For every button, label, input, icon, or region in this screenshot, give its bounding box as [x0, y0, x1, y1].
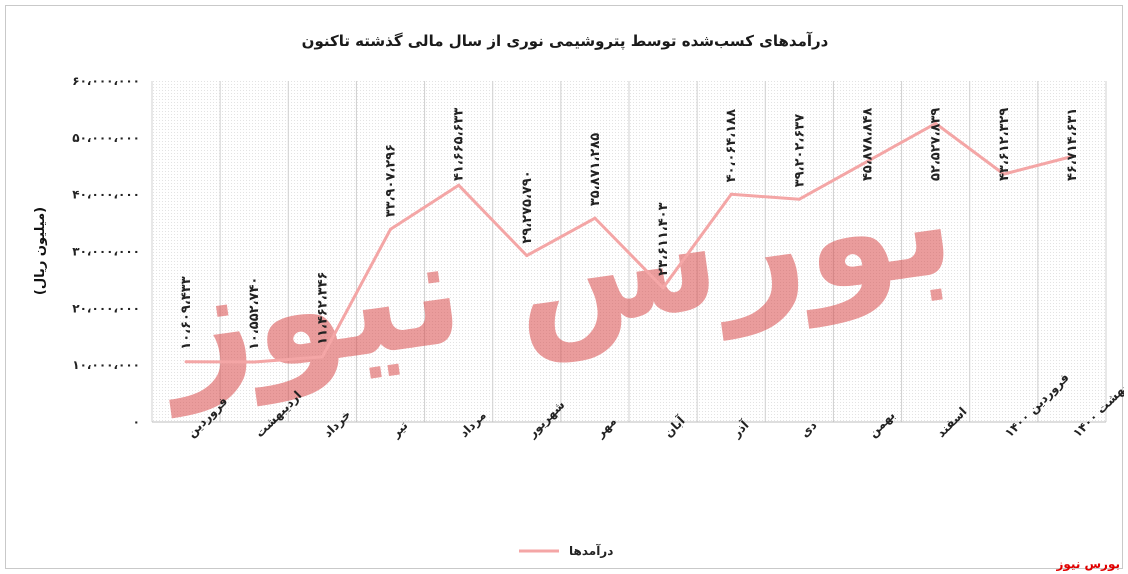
y-tick-label: ۳۰،۰۰۰،۰۰۰	[72, 245, 140, 259]
y-tick-label: ۴۰،۰۰۰،۰۰۰	[72, 188, 140, 202]
y-tick-label: ۵۰،۰۰۰،۰۰۰	[72, 131, 140, 145]
data-point	[320, 355, 324, 359]
legend-label: درآمدها	[569, 543, 613, 558]
data-label: ۱۱،۴۶۲،۳۴۶	[315, 271, 330, 344]
grid-lines	[151, 81, 1107, 423]
data-label: ۱۰،۵۵۲،۷۴۰	[247, 277, 262, 350]
data-point	[252, 360, 256, 364]
data-point	[457, 183, 461, 187]
data-point	[389, 227, 392, 231]
data-labels: ۱۰،۶۰۹،۴۳۳ ۱۰،۵۵۲،۷۴۰ ۱۱،۴۶۲،۳۴۶ ۳۳،۹۰۷،۲۹۶…	[179, 108, 1080, 350]
series-revenue	[184, 121, 1074, 364]
legend: درآمدها	[519, 543, 613, 558]
data-label: ۴۵،۸۷۸،۸۴۸	[861, 108, 876, 181]
data-point	[934, 121, 938, 125]
y-tick-label: ۱۰،۰۰۰،۰۰۰	[72, 358, 140, 372]
data-point	[593, 216, 597, 220]
data-point	[1002, 172, 1006, 176]
chart-frame: بورس نیوز درآمدهای کسب‌شده توسط پتروشیمی…	[5, 5, 1124, 569]
data-label: ۲۳،۶۱۱،۴۰۳	[656, 202, 671, 275]
data-point	[729, 192, 733, 196]
data-label: ۴۱،۶۶۵،۶۳۳	[452, 108, 467, 181]
y-tick-label: ۲۰،۰۰۰،۰۰۰	[72, 301, 140, 315]
data-label: ۲۹،۲۷۵،۷۹۰	[520, 170, 535, 243]
data-point	[661, 286, 665, 290]
data-point	[525, 254, 529, 258]
data-point	[797, 197, 801, 201]
data-label: ۳۵،۸۷۱،۲۸۵	[588, 133, 603, 206]
data-label: ۵۲،۵۲۷،۸۳۹	[929, 108, 944, 181]
y-tick-label: ۰	[133, 415, 140, 429]
data-label: ۴۳،۶۱۲،۳۲۹	[997, 108, 1012, 181]
source-tag: بورس نیوز	[1056, 557, 1120, 571]
data-label: ۳۳،۹۰۷،۲۹۶	[384, 144, 399, 217]
revenue-line-chart: بورس نیوز درآمدهای کسب‌شده توسط پتروشیمی…	[33, 32, 1124, 558]
y-axis-label: (میلیون ریال)	[33, 207, 48, 295]
data-point	[866, 159, 869, 163]
chart-title: درآمدهای کسب‌شده توسط پتروشیمی نوری از س…	[302, 32, 829, 51]
data-point	[184, 360, 188, 364]
data-label: ۴۰،۰۶۴،۱۸۸	[724, 109, 739, 182]
y-axis-ticks: ۰ ۱۰،۰۰۰،۰۰۰ ۲۰،۰۰۰،۰۰۰ ۳۰،۰۰۰،۰۰۰ ۴۰،۰۰۰،۰۰…	[72, 74, 140, 429]
data-label: ۳۹،۲۰۲،۶۳۷	[792, 114, 807, 187]
series-line-revenue	[186, 121, 1073, 364]
data-point	[1070, 155, 1074, 159]
y-tick-label: ۶۰،۰۰۰،۰۰۰	[72, 74, 140, 88]
data-label: ۱۰،۶۰۹،۴۳۳	[179, 276, 194, 349]
data-label: ۴۶،۷۱۴،۶۳۱	[1065, 108, 1080, 181]
